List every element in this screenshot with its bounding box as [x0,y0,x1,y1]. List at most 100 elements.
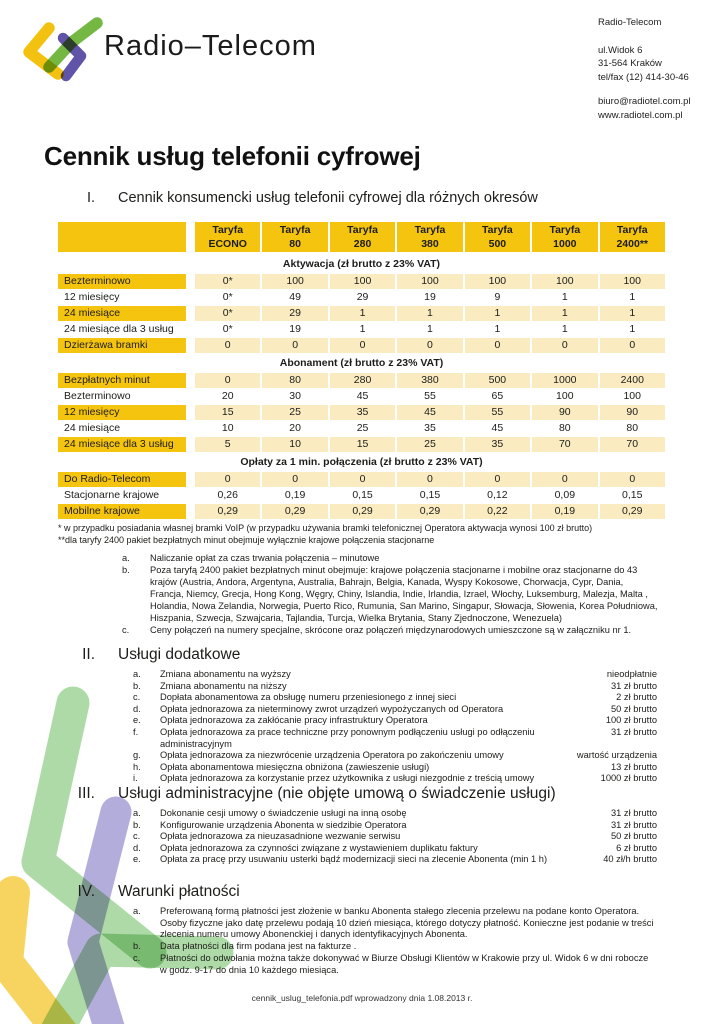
tariff-row: 24 miesiące dla 3 usług 5 10 15 25 35 70 70 [58,437,665,452]
tariff-cell: 29 [356,291,369,303]
tariff-row-gap [186,437,193,452]
tariff-cell: 29 [262,306,328,321]
tariff-row-gap [186,373,193,388]
watermark-shapes [0,686,234,1024]
tariff-cell: 0 [262,338,328,353]
fee-item-price: 50 zł brutto [611,703,657,714]
contact-website: www.radiotel.com.pl [598,109,683,121]
tariff-row-label: Bezpłatnych minut [58,373,186,388]
tariff-header-gap [186,222,193,252]
tariff-cell: 35 [424,422,436,434]
tariff-cell: 25 [356,422,369,434]
tariff-cell: 45 [356,390,369,402]
fee-item: a. Dokonanie cesji umowy o świadczenie us… [133,808,657,820]
fee-item-letter: b. [133,941,141,952]
tariff-row: Stacjonarne krajowe 0,26 0,19 0,15 0,15 0,12 0… [58,488,665,503]
tariff-cell: 380 [397,373,463,388]
fee-item: c. Płatności do odwołania można także dok… [133,953,657,976]
fee-item-text: Opłata jednorazowa za prace techniczne p… [160,726,535,749]
note-row: b. Poza taryfą 2400 pakiet bezpłatnych mi… [122,564,662,624]
fee-item-letter: b. [133,819,141,830]
tariff-cell: 90 [599,405,665,420]
tariff-column-header: Taryfa 500 [464,222,531,252]
tariff-cell: 0 [532,338,598,353]
fee-item-price: 31 zł brutto [611,680,657,691]
section3-heading-text: Usługi administracyjne (nie objęte umową… [118,785,556,802]
note-row: c. Ceny połączeń na numery specjalne, skr… [122,624,662,636]
tariff-cell: 100 [464,274,531,289]
tariff-cell: 1 [599,306,665,321]
tariff-row-label: Mobilne krajowe [58,504,186,519]
document-footer: cennik_uslug_telefonia.pdf wprowadzony d… [251,993,473,1003]
tariff-header-value: 280 [353,238,372,250]
tariff-cell: 0 [262,472,328,487]
tariff-cell: 20 [289,422,301,434]
fee-item: d. Opłata jednorazowa za nieterminowy zwr… [133,704,657,716]
tariff-cell: 55 [464,405,531,420]
tariff-header-word: Taryfa [347,224,378,236]
section4-heading: IV. Warunki płatności [58,883,665,901]
tariff-cell: 0,29 [397,504,463,519]
tariff-cell: 1 [629,323,636,335]
fee-item-letter: c. [133,692,141,703]
tariff-row-label: Bezterminowo [58,274,186,289]
fee-item-text: Opłata jednorazowa za czynności związane… [160,842,478,853]
tariff-cell: 1 [494,323,501,335]
tariff-cell: 55 [424,390,436,402]
tariff-cell: 500 [464,373,531,388]
tariff-cell: 0,15 [622,489,643,501]
fee-item-text: Dopłata abonamentowa za obsługę numeru p… [160,692,457,703]
fee-item-text: Opłata jednorazowa za nieuzasadnione wez… [160,831,401,842]
fee-item-letter: h. [133,761,141,772]
tariff-cell: 1 [561,323,568,335]
tariff-header-value: 2400** [616,238,648,250]
tariff-row-label: Bezterminowo [64,390,131,402]
fee-item: e. Opłata jednorazowa za zakłócanie pracy… [133,715,657,727]
tariff-cell: 0,26 [217,489,238,501]
section4-numeral: IV. [77,883,95,900]
fee-item-letter: a. [133,906,141,916]
tariff-row-label: 12 miesięcy [58,405,186,420]
fee-item: a. Zmiana abonamentu na wyższy nieodpłatni… [133,669,657,681]
tariff-cell: 100 [262,274,328,289]
tariff-cell: 0* [222,291,233,303]
tariff-cell: 0 [397,472,463,487]
tariff-cell: 100 [599,274,665,289]
fee-item-letter: a. [133,808,141,818]
tariff-cell: 25 [397,437,463,452]
tariff-cell: 0,29 [262,504,328,519]
fee-item: b. Data płatności dla firm podana jest na… [133,941,657,953]
tariff-group-title: Abonament (zł brutto z 23% VAT) [279,357,444,369]
tariff-row: Mobilne krajowe 0,29 0,29 0,29 0,29 0,22 0,19 0… [58,504,665,519]
section3-heading: III. Usługi administracyjne (nie objęte … [58,785,665,803]
tariff-cell: 0,15 [352,489,373,501]
tariff-footnote: * w przypadku posiadania własnej bramki … [58,523,593,533]
tariff-cell: 0 [599,338,665,353]
tariff-cell: 0,09 [554,489,576,501]
tariff-row-gap [186,274,193,289]
tariff-cell: 49 [289,291,301,303]
fee-item-text: Płatności do odwołania można także dokon… [160,953,649,975]
tariff-cell: 0 [464,472,531,487]
tariff-row: 12 miesięcy 0* 49 29 19 9 1 1 [58,290,665,305]
tariff-header-word: Taryfa [549,224,581,236]
tariff-header-value: 500 [488,238,507,250]
fee-item-price: 31 zł brutto [611,726,657,737]
tariff-cell: 0 [195,373,261,388]
section1-numeral: I. [86,190,95,206]
section2-numeral: II. [82,646,95,663]
section2-items: a. Zmiana abonamentu na wyższy nieodpłatni… [133,669,657,785]
section4-heading-text: Warunki płatności [118,883,240,900]
tariff-cell: 100 [329,274,396,289]
fee-item-price: 2 zł brutto [616,692,657,703]
tariff-cell: 0,15 [419,489,441,501]
tariff-row: Bezterminowo 0* 100 100 100 100 100 100 [58,274,665,289]
fee-item: d. Opłata jednorazowa za czynności związa… [133,843,657,855]
fee-item-text: Opłata za pracę przy usuwaniu usterki bą… [160,854,548,865]
tariff-cell: 0 [329,472,396,487]
fee-item-text: Zmiana abonamentu na niższy [160,680,287,691]
tariff-cell: 1 [532,306,598,321]
section2-heading-text: Usługi dodatkowe [118,646,241,663]
fee-item-text: Opłata jednorazowa za zakłócanie pracy i… [160,715,428,726]
